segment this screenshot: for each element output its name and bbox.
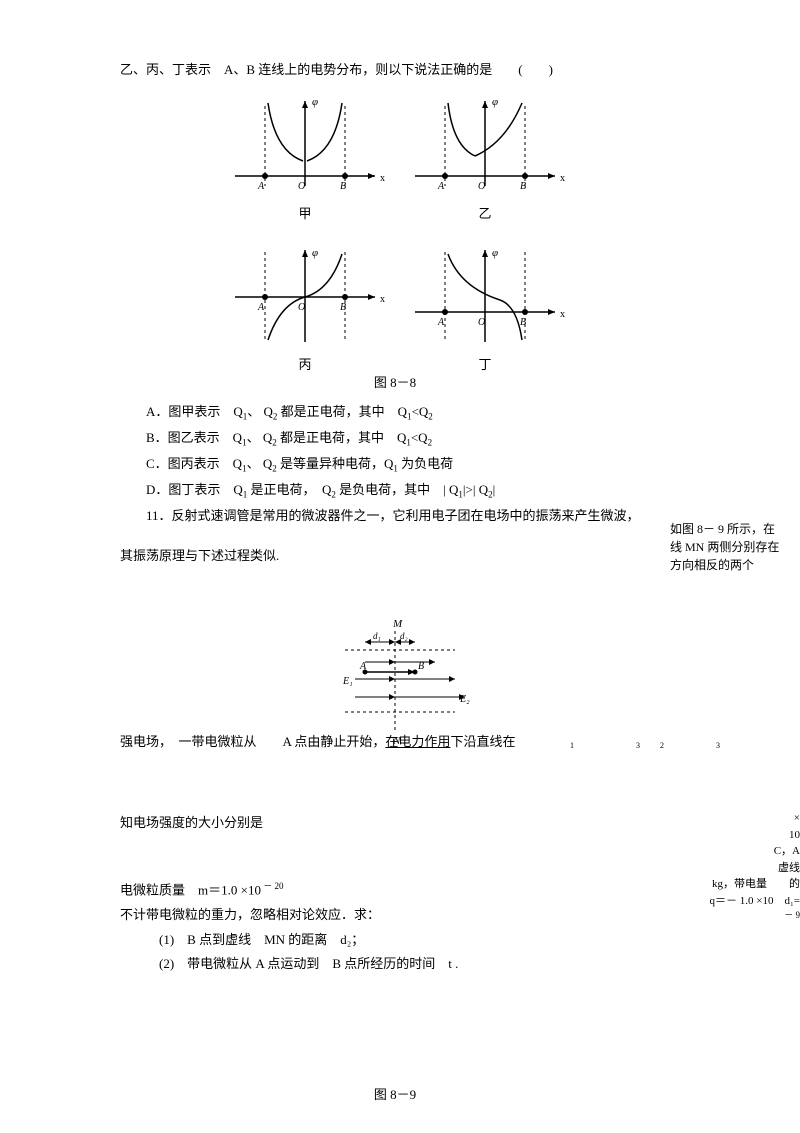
svg-text:φ: φ — [312, 247, 318, 259]
svg-text:φ: φ — [492, 96, 498, 108]
num-32: 32 — [636, 741, 684, 750]
rb-kg: kg，带电量 的 — [650, 876, 800, 893]
part-2: (2) 带电微粒从 A 点运动到 B 点所经历的时间 t . — [159, 954, 670, 975]
opt-b-4: <Q — [411, 430, 428, 445]
num-1: 1 — [570, 741, 594, 750]
rb-xuxian: 虚线 — [650, 860, 800, 877]
svg-text:φ: φ — [492, 247, 498, 259]
opt-c-4: 为负电荷 — [398, 456, 453, 471]
svg-text:x: x — [560, 309, 565, 320]
rb-neg9: － 9 — [650, 909, 800, 923]
svg-text:A: A — [257, 302, 265, 313]
figure-8-8: x φ A O B 甲 x φ — [205, 91, 585, 373]
svg-text:x: x — [380, 294, 385, 305]
opt-d-4: |>| Q — [463, 482, 488, 497]
svg-text:E₂: E₂ — [459, 694, 470, 705]
option-b: B．图乙表示 Q1、 Q2 都是正电荷，其中 Q1<Q2 — [146, 428, 670, 450]
svg-text:B: B — [520, 317, 526, 328]
field-diagram: M N d₁ d₂ E₁ E₂ A — [305, 617, 485, 747]
opt-a-1: A．图甲表示 Q — [146, 404, 243, 419]
num-3: 3 — [716, 741, 740, 750]
svg-text:x: x — [560, 173, 565, 184]
q11-line2: 其振荡原理与下述过程类似. — [120, 546, 670, 567]
svg-text:x: x — [380, 173, 385, 184]
label-N: N — [392, 735, 401, 747]
rb-ca: C，A — [650, 843, 800, 860]
svg-text:φ: φ — [312, 96, 318, 108]
panel-jia: x φ A O B — [225, 91, 385, 201]
figure-caption-8-8: 图 8－8 — [120, 373, 670, 394]
opt-b-2: 、 Q — [247, 430, 273, 445]
svg-text:O: O — [478, 181, 485, 192]
mass-exp: － 20 — [261, 881, 284, 891]
option-c: C．图丙表示 Q1、 Q2 是等量异种电荷，Q1 为负电荷 — [146, 454, 670, 476]
svg-text:O: O — [298, 302, 305, 313]
svg-text:d₁: d₁ — [373, 631, 381, 641]
svg-text:E₁: E₁ — [342, 676, 353, 687]
intro-line: 乙、丙、丁表示 A、B 连线上的电势分布，则以下说法正确的是 ( ) — [120, 60, 670, 81]
options-block: A．图甲表示 Q1、 Q2 都是正电荷，其中 Q1<Q2 B．图乙表示 Q1、 … — [146, 402, 670, 502]
opt-d-1: D．图丁表示 Q — [146, 482, 243, 497]
label-bing: 丙 — [225, 354, 385, 373]
label-jia: 甲 — [225, 203, 385, 222]
svg-text:A: A — [257, 181, 265, 192]
opt-d-2: 是正电荷， Q — [247, 482, 331, 497]
opt-c-1: C．图丙表示 Q — [146, 456, 242, 471]
svg-text:A: A — [437, 317, 445, 328]
svg-text:B: B — [520, 181, 526, 192]
side-block-1: 如图 8－ 9 所示，在 线 MN 两侧分别存在 方向相反的两个 — [670, 520, 800, 574]
opt-a-3: 都是正电荷，其中 Q — [277, 404, 407, 419]
svg-text:B: B — [418, 661, 424, 672]
opt-b-1: B．图乙表示 Q — [146, 430, 242, 445]
panel-ding: x φ A O B — [405, 242, 565, 352]
svg-text:A: A — [359, 661, 367, 672]
opt-a-4: <Q — [412, 404, 429, 419]
svg-text:d₂: d₂ — [400, 631, 408, 641]
know-field: 知电场强度的大小分别是 — [120, 813, 670, 834]
ignore-line: 不计带电微粒的重力，忽略相对论效应．求： — [120, 905, 670, 926]
svg-text:A: A — [437, 181, 445, 192]
side1-l1: 如图 8－ 9 所示，在 — [670, 520, 800, 538]
side1-l2: 线 MN 两侧分别存在 — [670, 538, 800, 556]
label-ding: 丁 — [405, 354, 565, 373]
option-d: D．图丁表示 Q1 是正电荷， Q2 是负电荷，其中 | Q1|>| Q2| — [146, 480, 670, 502]
opt-d-5: | — [493, 482, 496, 497]
label-yi: 乙 — [405, 203, 565, 222]
rb-q: q＝－ 1.0 ×10 d₁= — [650, 893, 800, 910]
opt-b-3: 都是正电荷，其中 Q — [277, 430, 407, 445]
svg-text:B: B — [340, 302, 346, 313]
side1-l3: 方向相反的两个 — [670, 556, 800, 574]
rb-mult: × — [650, 810, 800, 827]
opt-c-2: 、 Q — [247, 456, 273, 471]
scattered-nums: 1 32 3 — [570, 740, 740, 752]
option-a: A．图甲表示 Q1、 Q2 都是正电荷，其中 Q1<Q2 — [146, 402, 670, 424]
opt-c-3: 是等量异种电荷，Q — [277, 456, 394, 471]
svg-text:B: B — [340, 181, 346, 192]
panel-yi: x φ A O B — [405, 91, 565, 201]
opt-d-3: 是负电荷，其中 | Q — [336, 482, 459, 497]
part-1: (1) B 点到虚线 MN 的距离 d₂； — [159, 930, 670, 951]
mass-pre: 电微粒质量 m＝1.0 ×10 — [120, 882, 261, 897]
q11-line1: 11．反射式速调管是常用的微波器件之一，它利用电子团在电场中的振荡来产生微波， — [120, 506, 670, 527]
svg-text:O: O — [298, 181, 305, 192]
opt-a-2: 、 Q — [247, 404, 273, 419]
rb-ten: 10 — [650, 827, 800, 844]
panel-bing: x φ A O B — [225, 242, 385, 352]
right-scatter-block: × 10 C，A 虚线 kg，带电量 的 q＝－ 1.0 ×10 d₁= － 9 — [650, 810, 800, 923]
svg-text:O: O — [478, 317, 485, 328]
mass-line: 电微粒质量 m＝1.0 ×10 － 20 — [120, 879, 670, 901]
figure-caption-8-9: 图 8－9 — [120, 1085, 670, 1106]
label-M: M — [392, 618, 403, 630]
